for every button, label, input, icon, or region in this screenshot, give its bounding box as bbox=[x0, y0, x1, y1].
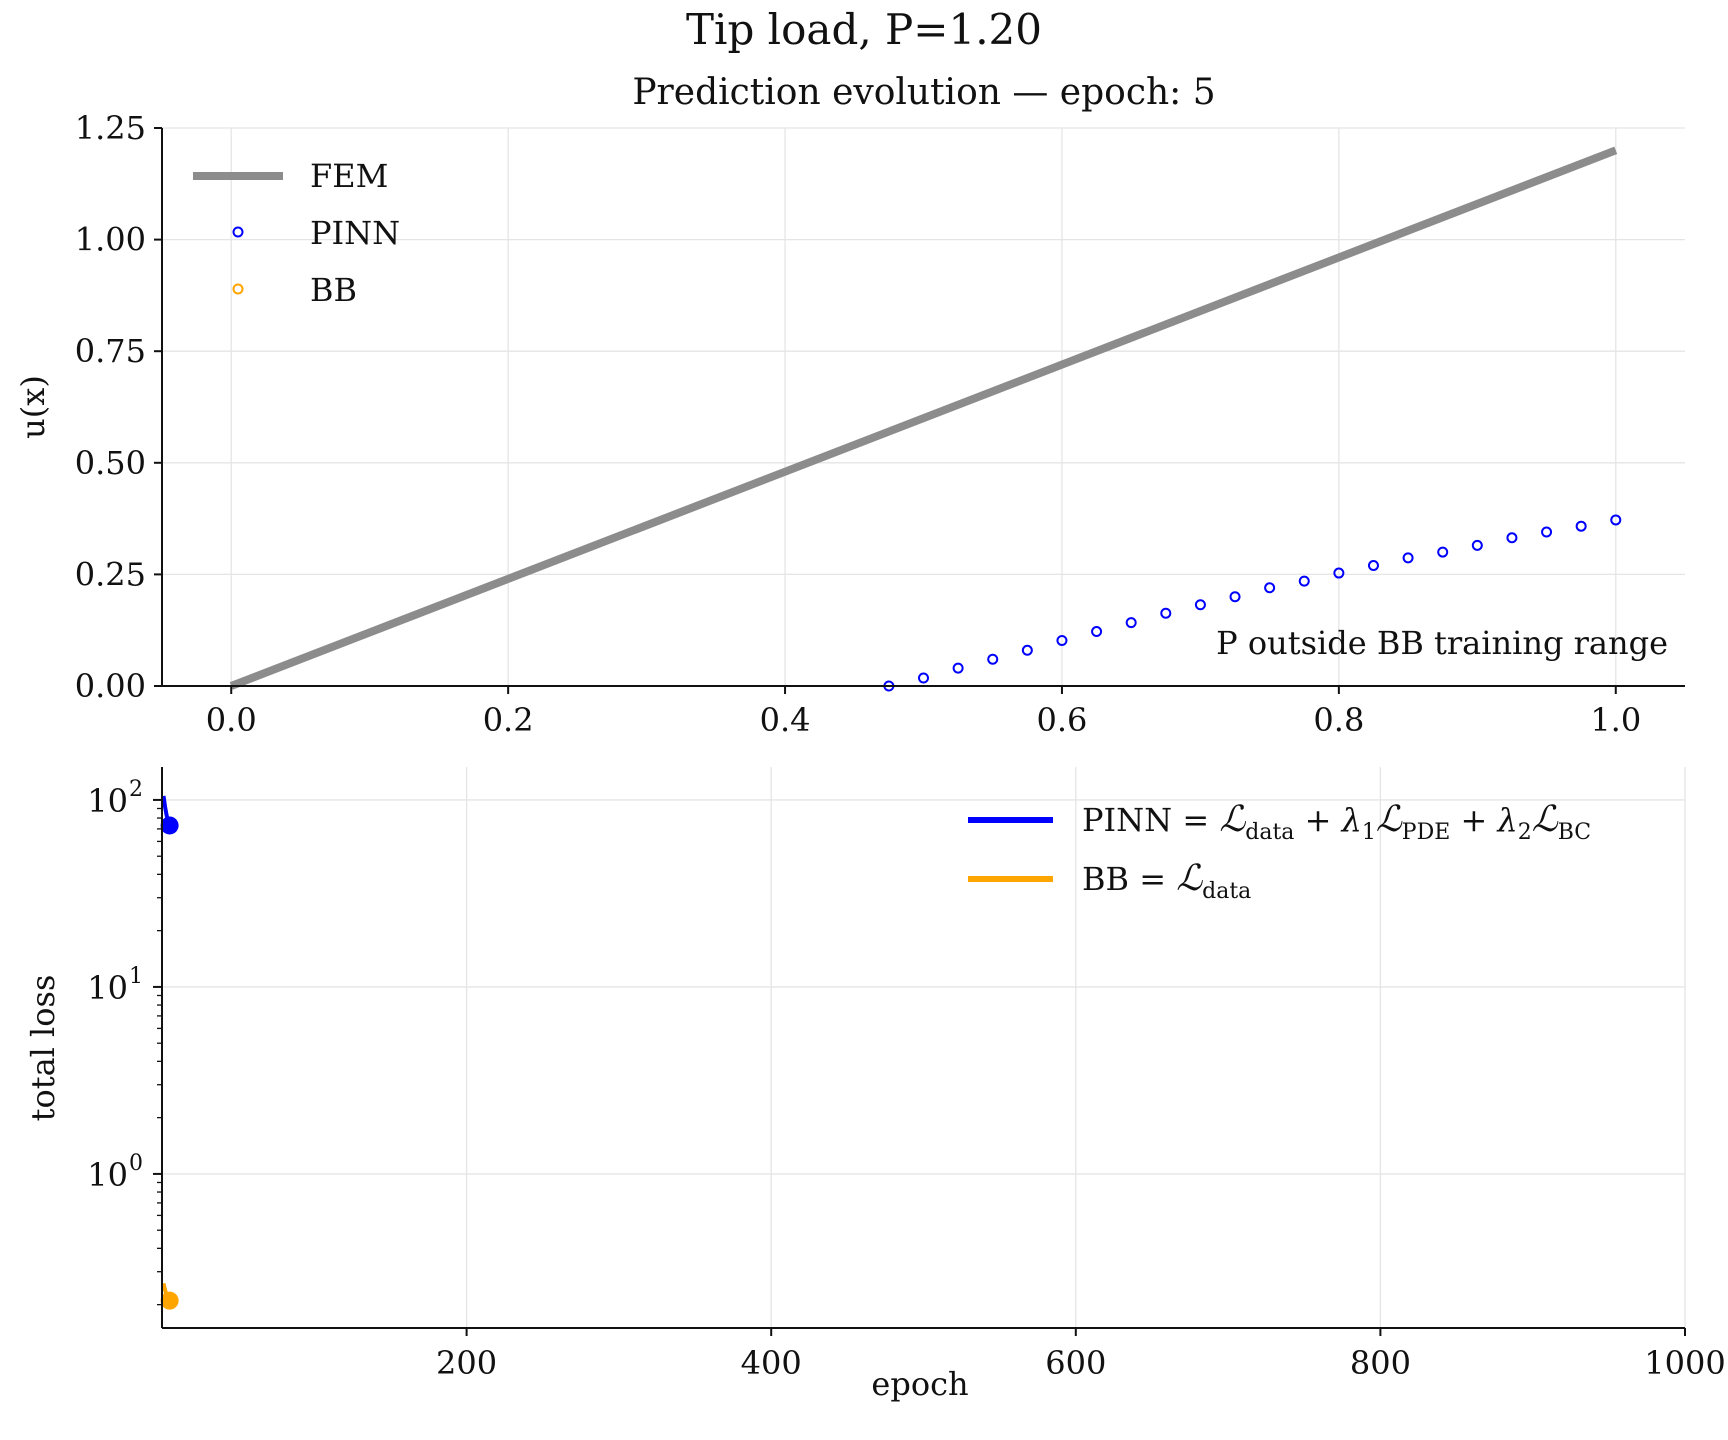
loss-x-tick-label: 800 bbox=[1350, 1344, 1411, 1382]
pinn-point bbox=[952, 662, 964, 674]
formula-bb-equals: = bbox=[1129, 860, 1176, 898]
formula-sub-pde: PDE bbox=[1402, 820, 1451, 845]
formula-sub-bc: BC bbox=[1558, 820, 1591, 845]
pinn-point bbox=[1056, 634, 1068, 646]
prediction-x-tick-label: 0.8 bbox=[1313, 701, 1364, 739]
pinn-point bbox=[1298, 575, 1310, 587]
legend-pinn-loss-formula: PINN = ℒdata + λ1ℒPDE + λ2ℒBC bbox=[1082, 799, 1591, 845]
pinn-loss-current-marker bbox=[160, 816, 179, 835]
figure-suptitle: Tip load, P=1.20 bbox=[686, 5, 1042, 54]
prediction-y-label: u(x) bbox=[14, 375, 52, 439]
pinn-point bbox=[1541, 526, 1553, 538]
formula-bb-lhs: BB bbox=[1082, 860, 1129, 898]
formula-equals: = bbox=[1172, 801, 1219, 839]
pinn-point bbox=[1125, 617, 1137, 629]
legend-pinn-marker bbox=[232, 226, 244, 238]
pinn-point bbox=[1437, 546, 1449, 558]
pinn-point bbox=[1333, 567, 1345, 579]
pinn-point bbox=[1506, 532, 1518, 544]
prediction-x-tick-label: 1.0 bbox=[1590, 701, 1641, 739]
pinn-point bbox=[1402, 552, 1414, 564]
pinn-point bbox=[1229, 591, 1241, 603]
loss-grid bbox=[162, 767, 1686, 1328]
legend-pinn-label: PINN bbox=[310, 214, 400, 252]
loss-y-tick-label: 10 bbox=[87, 782, 128, 820]
prediction-x-tick-label: 0.0 bbox=[206, 701, 257, 739]
formula-lambda1-index: 1 bbox=[1362, 820, 1376, 845]
pinn-point bbox=[1610, 514, 1622, 526]
loss-x-label: epoch bbox=[871, 1365, 968, 1403]
pinn-point bbox=[1160, 607, 1172, 619]
pinn-point bbox=[987, 653, 999, 665]
prediction-ticks: 0.0 0.2 0.4 0.6 0.8 1.0 0.00 0.25 0.50 0.75 1.00 1.… bbox=[75, 109, 1641, 739]
prediction-data-layer bbox=[229, 146, 1622, 692]
prediction-y-tick-label: 0.75 bbox=[75, 332, 146, 370]
formula-sub-data: data bbox=[1245, 820, 1294, 845]
prediction-x-tick-label: 0.4 bbox=[760, 701, 811, 739]
legend-bb-marker bbox=[232, 283, 244, 295]
prediction-legend: FEM PINN BB bbox=[193, 157, 400, 309]
legend-bb-label: BB bbox=[310, 271, 357, 309]
loss-y-tick-label: 10 bbox=[87, 1156, 128, 1194]
fem-line bbox=[229, 146, 1618, 690]
prediction-y-tick-label: 1.25 bbox=[75, 109, 146, 147]
prediction-chart: Prediction evolution — epoch: 5 0.0 0.2 0.… bbox=[14, 72, 1685, 739]
loss-data-layer bbox=[160, 795, 179, 1310]
prediction-y-tick-label: 0.50 bbox=[75, 444, 146, 482]
loss-legend: PINN = ℒdata + λ1ℒPDE + λ2ℒBC BB = ℒdata bbox=[968, 799, 1591, 904]
loss-x-tick-label: 400 bbox=[741, 1344, 802, 1382]
pinn-point bbox=[1194, 599, 1206, 611]
bb-loss-current-marker bbox=[160, 1291, 179, 1310]
pinn-point bbox=[1575, 520, 1587, 532]
formula-lambda2-index: 2 bbox=[1518, 820, 1532, 845]
pinn-point bbox=[1264, 582, 1276, 594]
pinn-point bbox=[1091, 626, 1103, 638]
pinn-point bbox=[1021, 644, 1033, 656]
loss-x-tick-label: 600 bbox=[1045, 1344, 1106, 1382]
bb-range-annotation: P outside BB training range bbox=[1216, 624, 1668, 662]
loss-y-tick-exponent: 2 bbox=[129, 777, 143, 802]
loss-y-tick-label: 10 bbox=[87, 969, 128, 1007]
formula-pinn-lhs: PINN bbox=[1082, 801, 1172, 839]
pinn-point bbox=[1471, 539, 1483, 551]
prediction-chart-title: Prediction evolution — epoch: 5 bbox=[632, 72, 1215, 113]
prediction-y-tick-label: 1.00 bbox=[75, 221, 146, 259]
loss-y-tick-exponent: 1 bbox=[129, 964, 143, 989]
prediction-x-tick-label: 0.6 bbox=[1037, 701, 1088, 739]
pinn-point bbox=[918, 672, 929, 684]
legend-bb-loss-formula: BB = ℒdata bbox=[1082, 858, 1251, 904]
loss-x-tick-label: 1000 bbox=[1644, 1344, 1725, 1382]
loss-x-tick-label: 200 bbox=[436, 1344, 497, 1382]
legend-fem-label: FEM bbox=[310, 157, 388, 195]
prediction-y-tick-label: 0.25 bbox=[75, 555, 146, 593]
pinn-point bbox=[1367, 559, 1379, 571]
loss-y-label: total loss bbox=[24, 975, 62, 1122]
loss-y-tick-exponent: 0 bbox=[129, 1151, 143, 1176]
prediction-x-tick-label: 0.2 bbox=[483, 701, 534, 739]
formula-bb-sub-data: data bbox=[1202, 879, 1251, 904]
prediction-y-tick-label: 0.00 bbox=[75, 667, 146, 705]
